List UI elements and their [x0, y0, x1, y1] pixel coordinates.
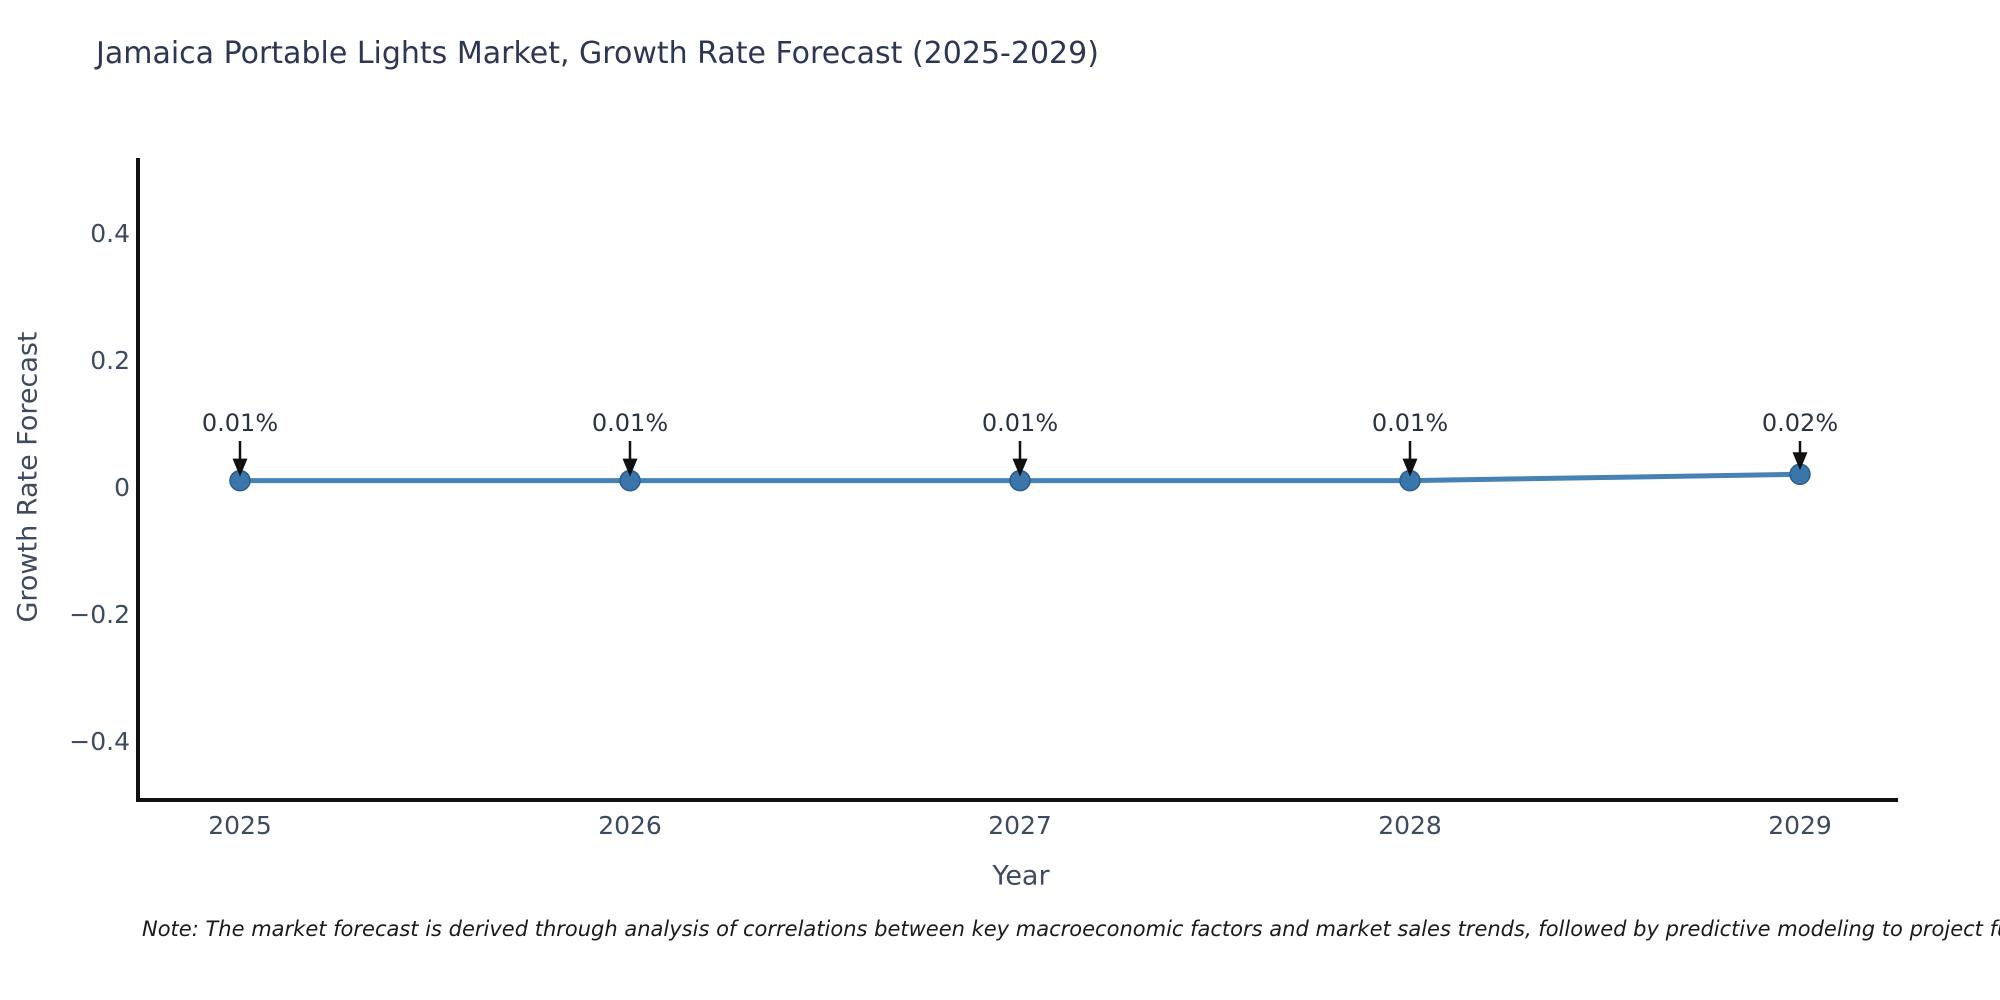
x-tick-label: 2025	[208, 811, 272, 840]
footnote: Note: The market forecast is derived thr…	[142, 917, 2000, 941]
x-tick-label: 2027	[988, 811, 1052, 840]
annotation-arrowhead	[1012, 458, 1028, 477]
y-tick-label: −0.2	[69, 600, 130, 629]
annotation-label: 0.01%	[202, 409, 278, 437]
annotation-label: 0.01%	[592, 409, 668, 437]
chart-title: Jamaica Portable Lights Market, Growth R…	[96, 36, 1099, 71]
annotation-arrowhead	[1792, 452, 1808, 471]
x-tick-label: 2029	[1768, 811, 1832, 840]
annotation-label: 0.01%	[1372, 409, 1448, 437]
y-tick-label: 0.4	[90, 219, 130, 248]
x-tick-label: 2026	[598, 811, 662, 840]
annotation-label: 0.01%	[982, 409, 1058, 437]
y-tick-label: −0.4	[69, 727, 130, 756]
annotation-arrowhead	[622, 458, 638, 477]
x-axis-title: Year	[992, 860, 1050, 892]
y-tick-label: 0.2	[90, 346, 130, 375]
x-tick-label: 2028	[1378, 811, 1442, 840]
annotation-arrowhead	[232, 458, 248, 477]
annotation-arrowhead	[1402, 458, 1418, 477]
annotation-label: 0.02%	[1762, 409, 1838, 437]
y-tick-label: 0	[114, 473, 130, 502]
